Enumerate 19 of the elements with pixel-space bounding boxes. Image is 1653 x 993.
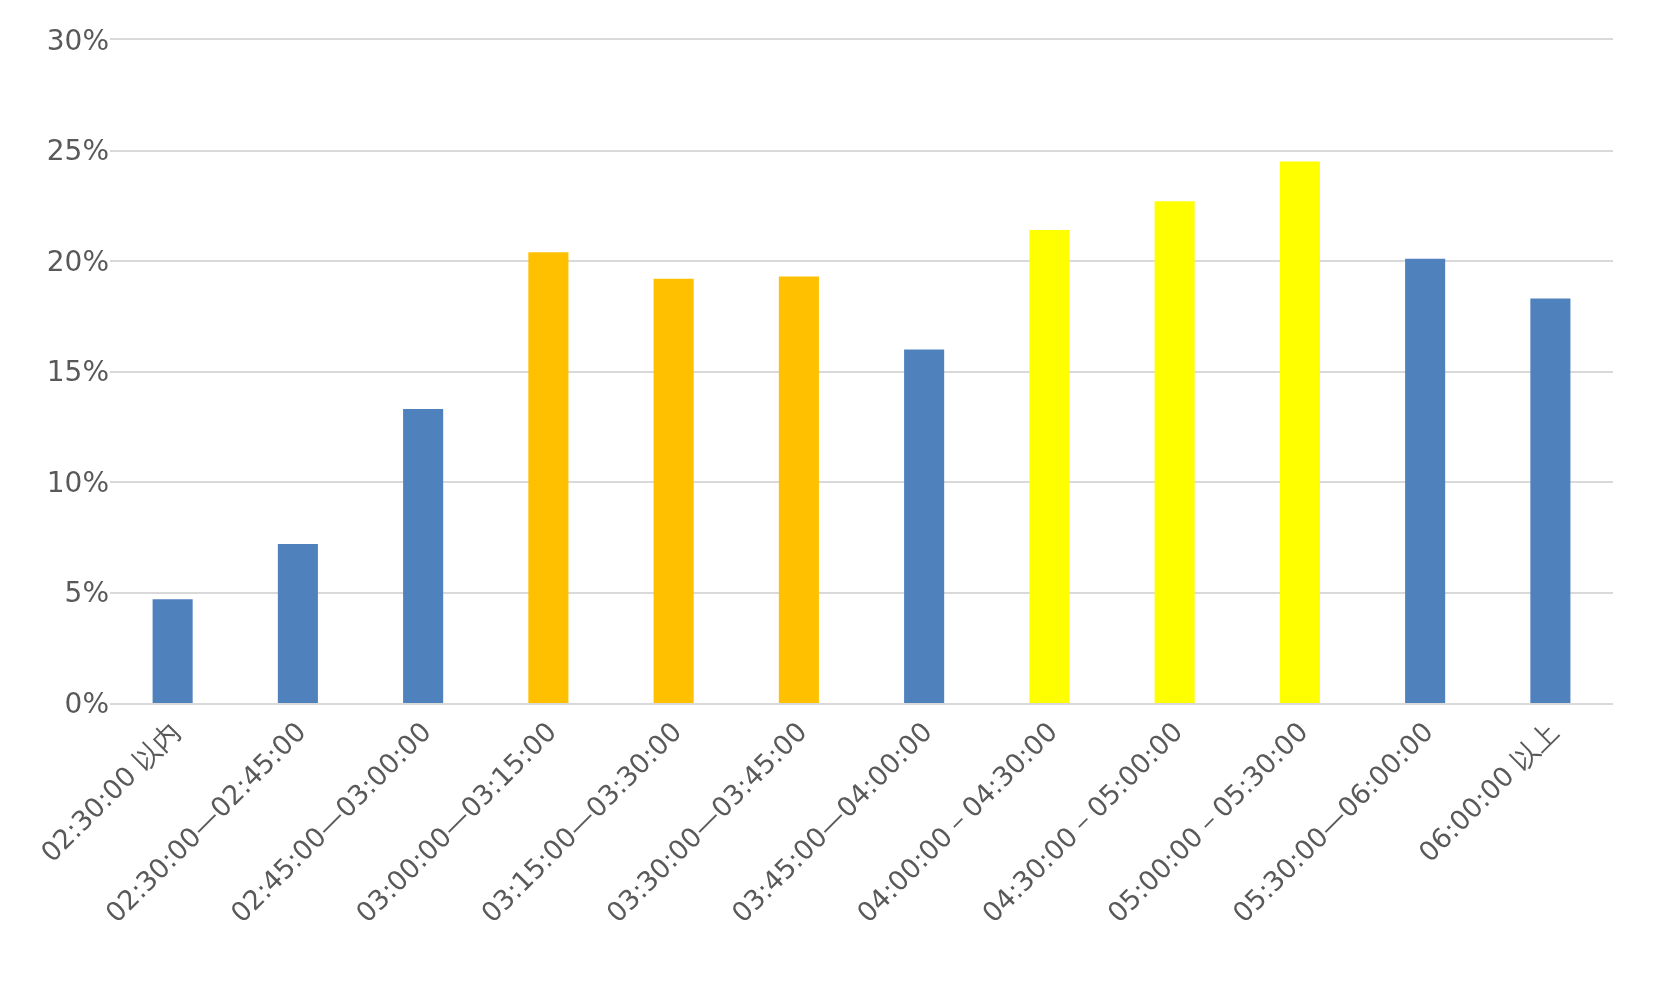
bar xyxy=(904,349,945,703)
bar xyxy=(528,252,569,703)
bar xyxy=(778,276,819,703)
y-tick-label: 30% xyxy=(46,23,109,57)
bar xyxy=(152,599,193,703)
bar xyxy=(1405,258,1446,703)
bar xyxy=(277,543,318,703)
y-tick-label: 0% xyxy=(64,686,109,720)
bar xyxy=(1279,161,1320,703)
bar xyxy=(403,409,444,703)
y-tick-label: 15% xyxy=(46,355,109,389)
bar xyxy=(1029,230,1070,703)
bar xyxy=(653,278,694,703)
bar xyxy=(1530,298,1571,703)
y-tick-label: 10% xyxy=(46,465,109,499)
y-tick-label: 5% xyxy=(64,576,109,610)
y-tick-label: 20% xyxy=(46,244,109,278)
y-tick-label: 25% xyxy=(46,134,109,168)
bar xyxy=(1154,201,1195,703)
